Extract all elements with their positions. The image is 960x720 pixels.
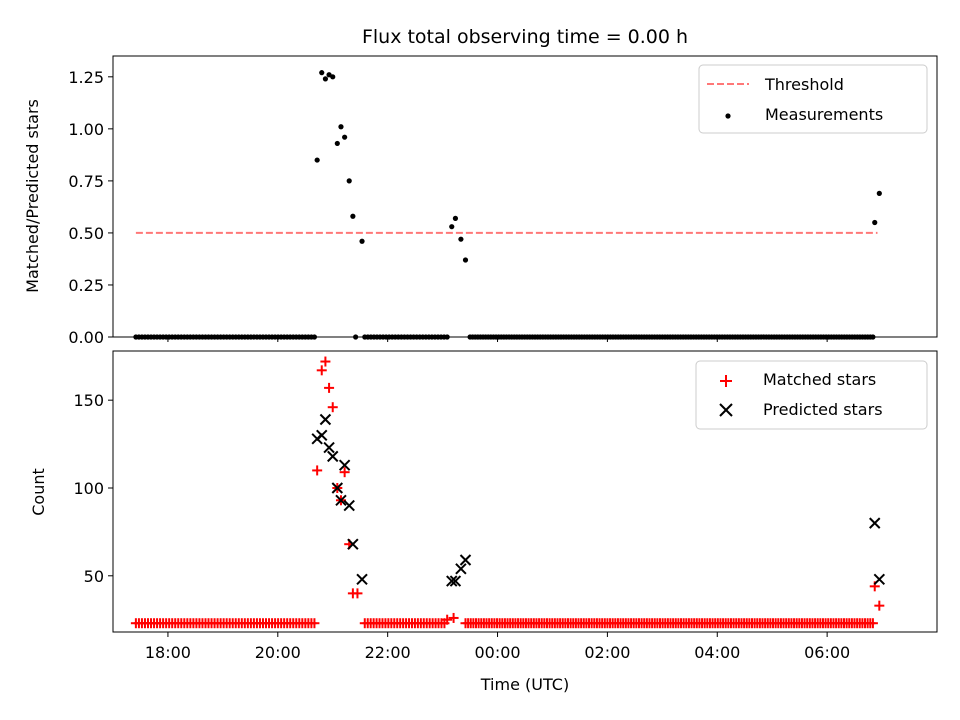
bottom-y-ticks: 50 100 150 (73, 391, 113, 586)
bottom-axes-frame (112, 350, 938, 633)
y-tick-label: 0.00 (68, 328, 104, 347)
matched-point (316, 365, 327, 376)
bottom-legend-box (695, 360, 928, 430)
predicted-point (446, 575, 458, 587)
matched-point (324, 382, 335, 393)
y-tick-label: 100 (73, 479, 104, 498)
predicted-point (335, 494, 347, 506)
matched-point (448, 612, 459, 623)
bottom-legend: Matched stars Predicted stars (695, 360, 928, 430)
bottom-marks (130, 356, 886, 629)
matched-point (352, 588, 363, 599)
predicted-point (873, 573, 886, 586)
bottom-ylabel: Count (29, 468, 48, 516)
measurement-point (342, 134, 348, 140)
measurement-point (359, 238, 365, 244)
x-tick-label: 20:00 (255, 643, 301, 662)
y-tick-label: 1.00 (68, 120, 104, 139)
predicted-point (319, 413, 332, 426)
top-ylabel: Matched/Predicted stars (23, 99, 42, 293)
measurement-point (452, 215, 459, 221)
predicted-point (331, 482, 344, 494)
matched-point (309, 618, 320, 629)
chart-title: Flux total observing time = 0.00 h (362, 26, 688, 48)
y-tick-label: 150 (73, 391, 104, 410)
legend-predicted-swatch (719, 403, 733, 417)
predicted-point (455, 563, 467, 575)
matched-point (442, 614, 453, 625)
matched-point (339, 467, 350, 478)
matched-point (327, 402, 338, 413)
matched-point (867, 618, 878, 629)
legend-predicted-label: Predicted stars (763, 400, 883, 419)
measurement-point (462, 257, 469, 263)
predicted-point (356, 573, 368, 586)
legend-matched-swatch (720, 375, 732, 387)
legend-measurements-swatch (725, 113, 731, 119)
top-panel: Matched/Predicted stars 0.00 0.25 0.50 0.75… (23, 55, 938, 347)
measurement-point (872, 219, 878, 226)
x-tick-label: 06:00 (804, 643, 850, 662)
measurement-point (458, 236, 464, 242)
matched-point (312, 465, 323, 476)
predicted-point (869, 517, 881, 529)
measurement-point (346, 178, 352, 184)
y-tick-label: 0.25 (68, 276, 104, 295)
predicted-point (323, 441, 335, 454)
predicted-point (459, 554, 472, 566)
top-axes-frame (112, 55, 938, 338)
predicted-point (316, 429, 328, 442)
measurement-point (876, 190, 882, 196)
x-tick-label: 22:00 (365, 643, 411, 662)
top-legend-box (698, 64, 928, 134)
x-tick-label: 18:00 (145, 643, 191, 662)
measurement-point (350, 213, 356, 219)
x-tick-label: 02:00 (584, 643, 630, 662)
y-tick-label: 0.50 (68, 224, 104, 243)
x-tick-label: 04:00 (694, 643, 740, 662)
measurement-point (330, 74, 336, 80)
measurement-point (322, 76, 329, 82)
bottom-x-ticks: 18:00 20:00 22:00 00:00 02:00 04:00 06:00 (145, 632, 850, 662)
predicted-point (327, 450, 339, 463)
bottom-xlabel: Time (UTC) (480, 675, 569, 694)
y-tick-label: 0.75 (68, 172, 104, 191)
top-y-ticks: 0.00 0.25 0.50 0.75 1.00 1.25 (68, 68, 113, 347)
predicted-point (449, 575, 462, 587)
legend-measurements-label: Measurements (765, 105, 883, 124)
matched-point (874, 600, 885, 611)
legend-threshold-label: Threshold (764, 75, 844, 94)
y-tick-label: 1.25 (68, 68, 104, 87)
legend-matched-label: Matched stars (763, 370, 876, 389)
y-tick-label: 50 (84, 567, 104, 586)
bottom-panel: Count Time (UTC) 50 100 150 18:00 20:00 22:0… (29, 350, 938, 694)
measurement-point (338, 124, 344, 130)
measurement-point (319, 70, 325, 76)
measurement-point (314, 157, 320, 163)
predicted-point (343, 499, 355, 512)
predicted-point (338, 459, 351, 471)
predicted-point (347, 538, 359, 550)
x-tick-label: 00:00 (474, 643, 520, 662)
measurement-point (449, 224, 455, 230)
measurement-point (334, 140, 340, 147)
matched-point (320, 356, 331, 367)
top-legend: Threshold Measurements (698, 64, 928, 134)
